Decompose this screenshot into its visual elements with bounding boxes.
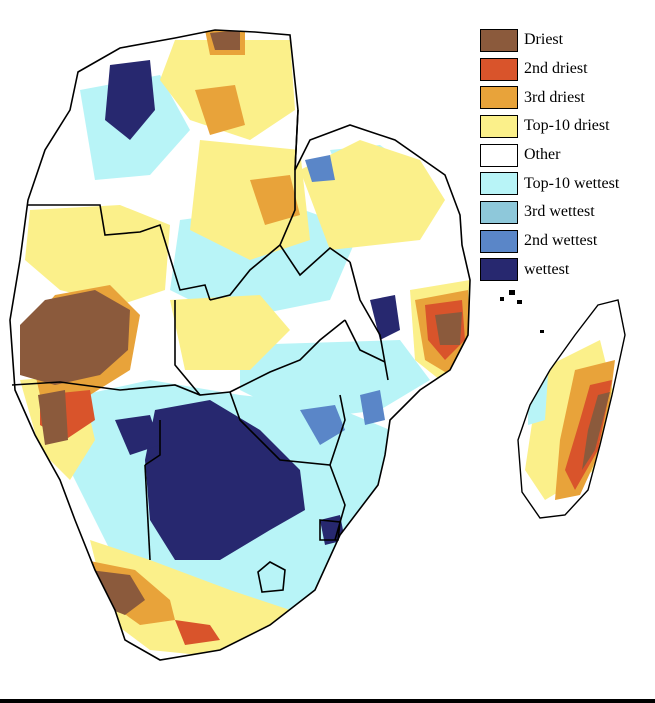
legend-swatch [480, 57, 518, 81]
legend-label: 3rd wettest [524, 203, 595, 221]
legend-label: 2nd driest [524, 60, 588, 78]
legend: Driest 2nd driest 3rd driest Top-10 drie… [480, 26, 619, 284]
legend-item-2nd-wettest: 2nd wettest [480, 227, 619, 256]
legend-swatch [480, 114, 518, 138]
legend-item-top10-wettest: Top-10 wettest [480, 169, 619, 198]
bottom-rule [0, 699, 655, 703]
legend-swatch [480, 200, 518, 224]
legend-label: Driest [524, 31, 564, 49]
madagascar-outline [517, 299, 626, 519]
country-borders [9, 29, 471, 661]
legend-label: Other [524, 146, 561, 164]
legend-item-3rd-driest: 3rd driest [480, 83, 619, 112]
legend-label: Top-10 driest [524, 117, 610, 135]
continent-rainfall-field [20, 30, 470, 655]
legend-item-top10-driest: Top-10 driest [480, 112, 619, 141]
legend-item-wettest: wettest [480, 256, 619, 285]
legend-item-other: Other [480, 141, 619, 170]
legend-swatch [480, 86, 518, 110]
legend-swatch [480, 258, 518, 282]
legend-swatch [480, 28, 518, 52]
legend-label: wettest [524, 260, 570, 278]
legend-item-2nd-driest: 2nd driest [480, 55, 619, 84]
madagascar-rainfall-field [518, 300, 625, 518]
legend-swatch [480, 229, 518, 253]
small-islands [500, 290, 544, 333]
legend-item-driest: Driest [480, 26, 619, 55]
legend-label: 3rd driest [524, 88, 585, 106]
legend-swatch [480, 143, 518, 167]
legend-item-3rd-wettest: 3rd wettest [480, 198, 619, 227]
legend-label: 2nd wettest [524, 232, 598, 250]
legend-swatch [480, 172, 518, 196]
legend-label: Top-10 wettest [524, 174, 620, 192]
